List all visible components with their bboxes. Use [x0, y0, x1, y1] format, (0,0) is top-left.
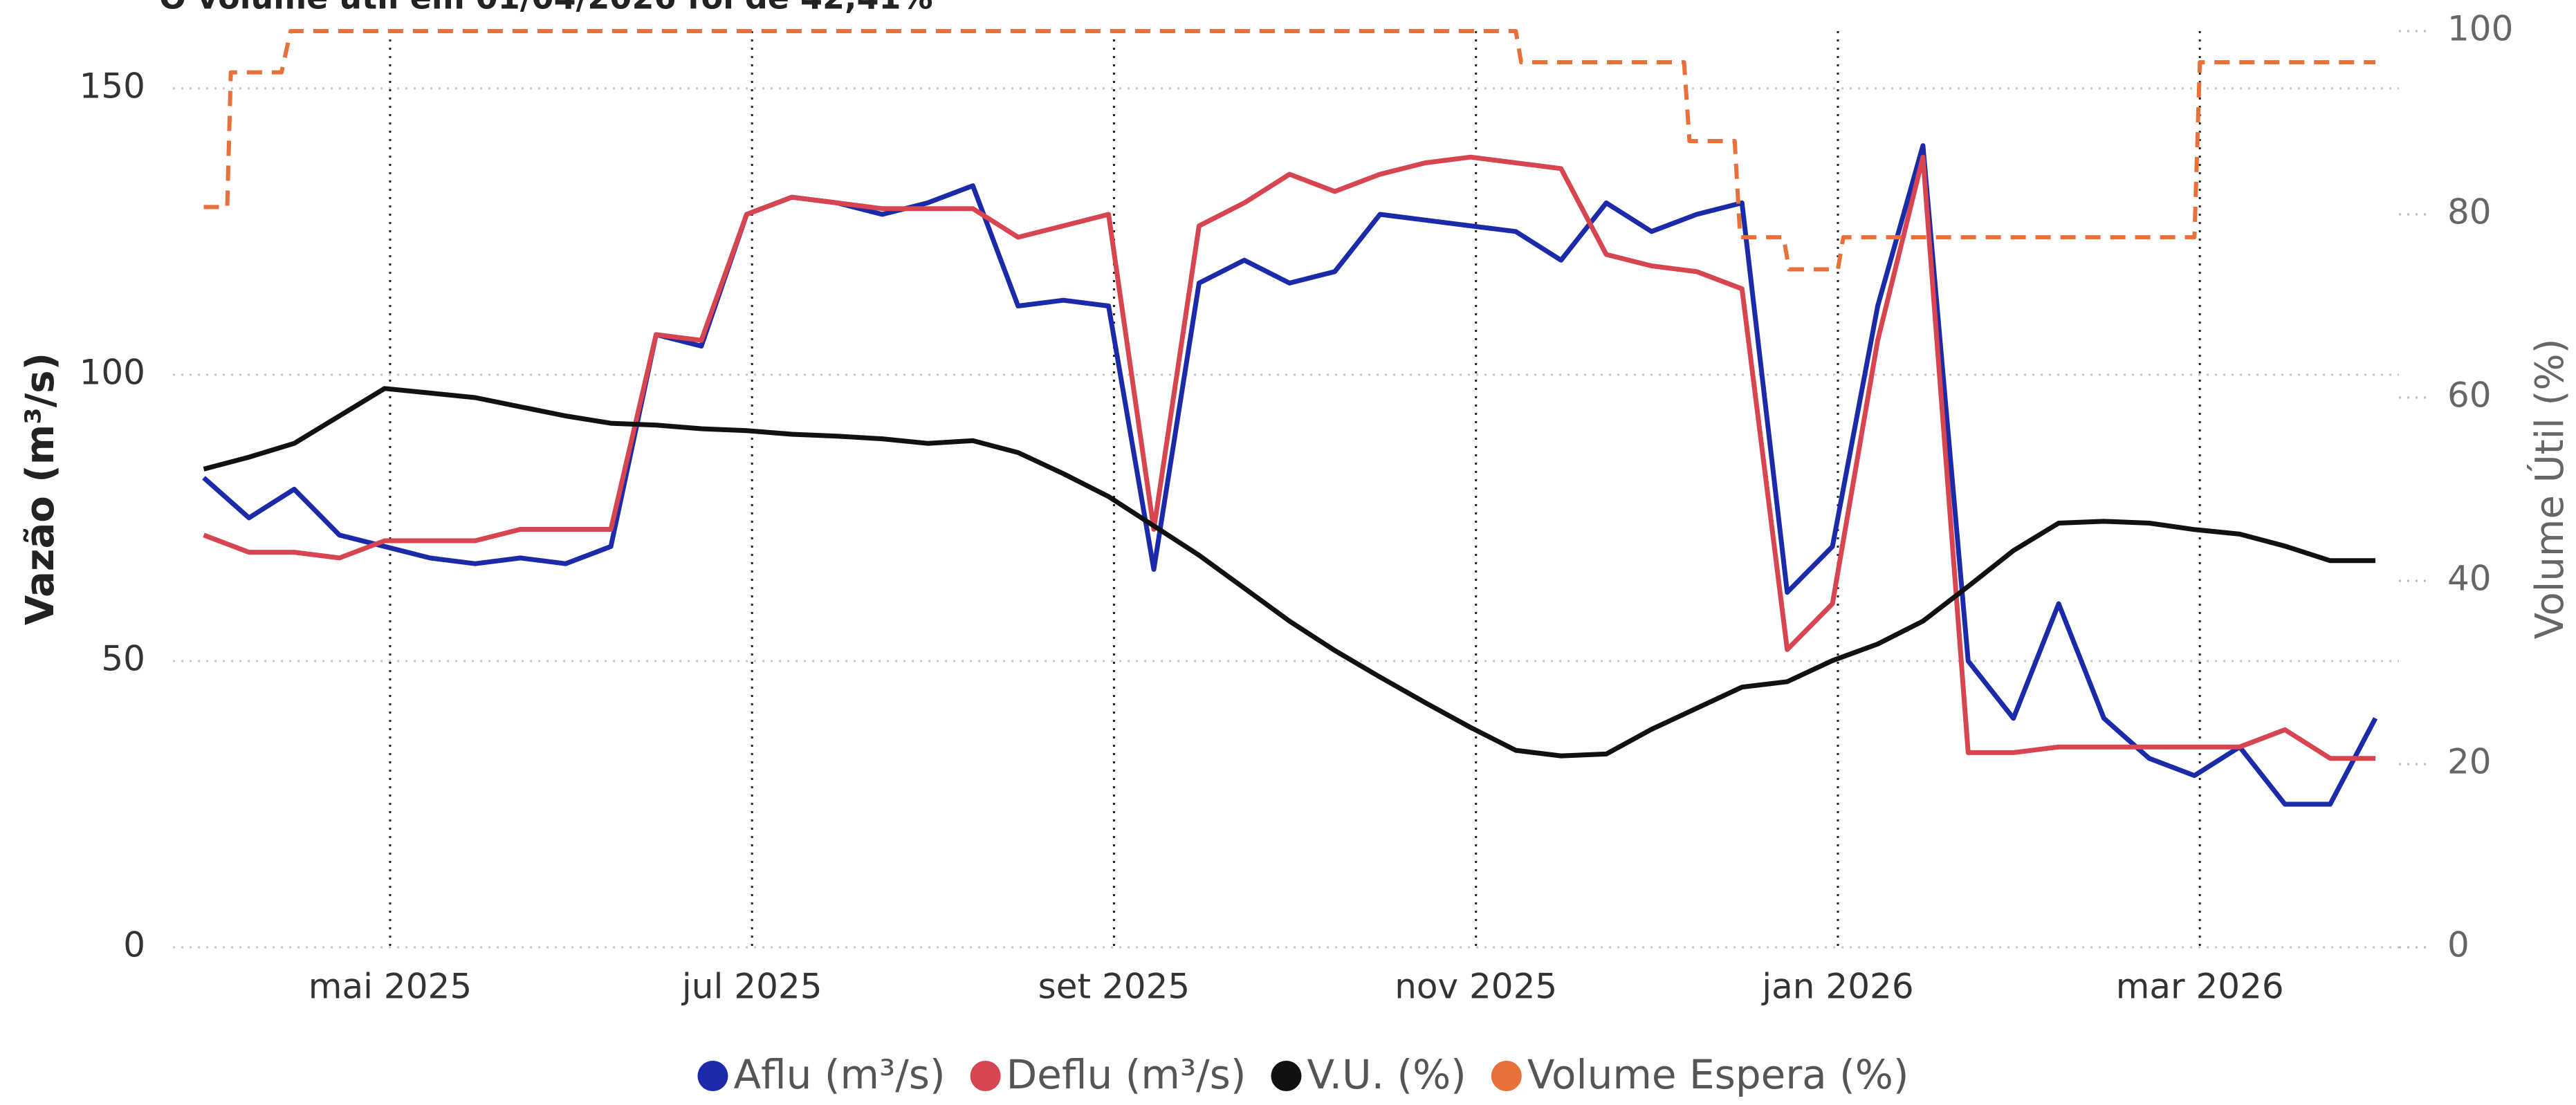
y2-tick-label: 100	[2447, 9, 2513, 49]
x-tick-label: jan 2026	[1761, 967, 1913, 1007]
y2-tick-label: 20	[2447, 742, 2492, 782]
chart-subtitle: O volume útil em 01/04/2026 foi de 42,41…	[159, 0, 933, 17]
legend-label: Volume Espera (%)	[1527, 1051, 1909, 1098]
legend-label: Aflu (m³/s)	[733, 1051, 945, 1098]
series-line	[203, 29, 2375, 272]
y2-tick-label: 0	[2447, 925, 2469, 965]
series-line	[202, 143, 2378, 807]
y-tick-label: 100	[80, 352, 145, 392]
x-tick-label: nov 2025	[1395, 967, 1557, 1007]
y2-tick-label: 60	[2447, 375, 2492, 416]
x-tick-label: mai 2025	[309, 967, 472, 1007]
y2-tick-label: 80	[2447, 192, 2492, 232]
legend: Aflu (m³/s) Deflu (m³/s) V.U. (%) Volume Es…	[697, 1051, 1909, 1098]
series-line	[203, 154, 2375, 761]
series-line	[203, 386, 2375, 759]
y-axis-title: Vazão (m³/s)	[18, 353, 63, 625]
legend-label: V.U. (%)	[1307, 1051, 1466, 1098]
y2-tick-label: 40	[2447, 559, 2492, 599]
legend-marker	[1271, 1061, 1302, 1091]
y-tick-label: 50	[101, 638, 145, 678]
legend-marker	[697, 1061, 728, 1091]
y2-axis-title: Volume Útil (%)	[2528, 339, 2573, 640]
y-tick-label: 0	[123, 925, 145, 965]
x-tick-label: mar 2026	[2116, 967, 2284, 1007]
legend-label: Deflu (m³/s)	[1006, 1051, 1246, 1098]
legend-marker	[970, 1061, 1001, 1091]
x-tick-label: jul 2025	[681, 967, 822, 1007]
y-tick-label: 150	[80, 66, 145, 106]
x-tick-label: set 2025	[1038, 967, 1190, 1007]
legend-marker	[1491, 1061, 1522, 1091]
